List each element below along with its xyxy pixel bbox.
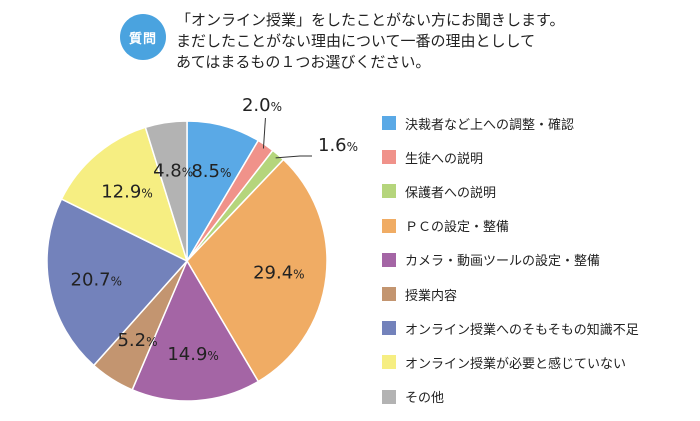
legend-swatch — [382, 116, 396, 131]
pie-data-label: 8.5% — [191, 161, 231, 182]
leader-line — [275, 155, 312, 159]
legend-swatch — [382, 218, 396, 233]
legend-swatch — [382, 184, 396, 199]
pie-data-label: 4.8% — [153, 161, 193, 182]
pie-data-labels: 8.5% 2.0% 1.6% 29.4% 14.9% 5.2% 20.7% 12.9%4.8% — [71, 95, 358, 365]
legend-label: 授業内容 — [405, 288, 458, 304]
pie-data-label: 12.9% — [101, 182, 152, 203]
question-line-3: あてはまるもの１つお選びください。 — [176, 53, 431, 71]
legend-label: 決裁者など上への調整・確認 — [405, 117, 575, 133]
legend-label: オンライン授業へのそもそもの知識不足 — [405, 322, 639, 338]
legend-item: オンライン授業へのそもそもの知識不足 — [382, 311, 692, 345]
pie-data-label: 1.6% — [318, 135, 358, 156]
pie-data-label: 5.2% — [117, 330, 157, 351]
leader-line — [262, 117, 266, 149]
legend-swatch — [382, 389, 396, 404]
legend-item: 授業内容 — [382, 277, 692, 311]
legend-item: 生徒への説明 — [382, 140, 692, 174]
legend-item: カメラ・動画ツールの設定・整備 — [382, 243, 692, 277]
question-line-2: まだしたことがない理由について一番の理由としして — [176, 32, 536, 50]
legend-swatch — [382, 287, 396, 302]
pie-data-label: 20.7% — [71, 270, 122, 291]
legend-item: オンライン授業が必要と感じていない — [382, 345, 692, 379]
legend-item: 決裁者など上への調整・確認 — [382, 106, 692, 140]
legend-label: 生徒への説明 — [405, 151, 484, 167]
legend-item: ＰＣの設定・整備 — [382, 209, 692, 243]
pie-data-label: 2.0% — [242, 95, 282, 116]
legend-swatch — [382, 252, 396, 267]
pie-slice — [144, 120, 188, 262]
legend-label: その他 — [405, 391, 445, 407]
chart-legend: 決裁者など上への調整・確認 生徒への説明 保護者への説明 ＰＣの設定・整備カメラ・動画… — [382, 106, 692, 414]
question-text: 「オンライン授業」をしたことがない方にお聞きします。 まだしたことがない理由につ… — [176, 10, 656, 73]
legend-swatch — [382, 321, 396, 336]
pie-slice — [131, 259, 260, 402]
legend-label: カメラ・動画ツールの設定・整備 — [405, 254, 601, 270]
question-line-1: 「オンライン授業」をしたことがない方にお聞きします。 — [176, 11, 565, 29]
pie-slice — [46, 198, 189, 367]
pie-data-label: 14.9% — [167, 344, 218, 365]
legend-swatch — [382, 150, 396, 165]
badge-label: 質問 — [128, 31, 157, 47]
legend-label: 保護者への説明 — [405, 185, 497, 201]
legend-item: その他 — [382, 380, 692, 414]
legend-swatch — [382, 355, 396, 370]
pie-slices — [46, 120, 328, 402]
pie-slice — [186, 158, 328, 383]
legend-item: 保護者への説明 — [382, 174, 692, 208]
pie-data-label: 29.4% — [253, 262, 304, 283]
pie-leader-lines — [262, 117, 312, 159]
question-badge: 質問 — [120, 14, 166, 60]
legend-label: オンライン授業が必要と感じていない — [405, 356, 627, 372]
legend-label: ＰＣの設定・整備 — [405, 220, 510, 236]
